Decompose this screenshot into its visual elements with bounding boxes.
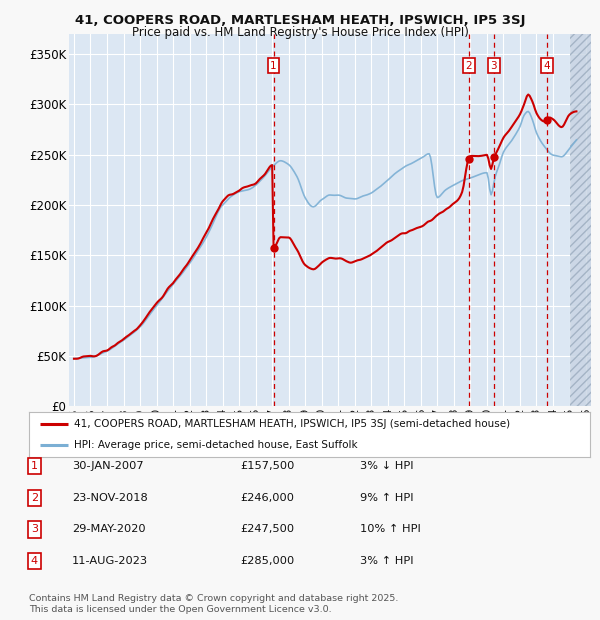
Text: 9% ↑ HPI: 9% ↑ HPI: [360, 493, 413, 503]
Text: 29-MAY-2020: 29-MAY-2020: [72, 525, 146, 534]
Text: £285,000: £285,000: [240, 556, 294, 566]
Text: Price paid vs. HM Land Registry's House Price Index (HPI): Price paid vs. HM Land Registry's House …: [131, 26, 469, 39]
Text: 3: 3: [31, 525, 38, 534]
Text: 30-JAN-2007: 30-JAN-2007: [72, 461, 143, 471]
Text: 4: 4: [544, 61, 550, 71]
Text: 1: 1: [31, 461, 38, 471]
Bar: [569, 34, 591, 406]
Text: £247,500: £247,500: [240, 525, 294, 534]
Bar: [569, 34, 591, 406]
Text: £246,000: £246,000: [240, 493, 294, 503]
Text: 23-NOV-2018: 23-NOV-2018: [72, 493, 148, 503]
Text: 4: 4: [31, 556, 38, 566]
Text: HPI: Average price, semi-detached house, East Suffolk: HPI: Average price, semi-detached house,…: [74, 440, 358, 450]
Text: 41, COOPERS ROAD, MARTLESHAM HEATH, IPSWICH, IP5 3SJ (semi-detached house): 41, COOPERS ROAD, MARTLESHAM HEATH, IPSW…: [74, 419, 510, 429]
Text: 11-AUG-2023: 11-AUG-2023: [72, 556, 148, 566]
Text: 2: 2: [31, 493, 38, 503]
Text: 1: 1: [270, 61, 277, 71]
Text: 3% ↓ HPI: 3% ↓ HPI: [360, 461, 413, 471]
Text: 41, COOPERS ROAD, MARTLESHAM HEATH, IPSWICH, IP5 3SJ: 41, COOPERS ROAD, MARTLESHAM HEATH, IPSW…: [75, 14, 525, 27]
Text: £157,500: £157,500: [240, 461, 295, 471]
Text: 3% ↑ HPI: 3% ↑ HPI: [360, 556, 413, 566]
Text: Contains HM Land Registry data © Crown copyright and database right 2025.
This d: Contains HM Land Registry data © Crown c…: [29, 595, 398, 614]
Text: 2: 2: [466, 61, 472, 71]
Text: 10% ↑ HPI: 10% ↑ HPI: [360, 525, 421, 534]
Text: 3: 3: [491, 61, 497, 71]
